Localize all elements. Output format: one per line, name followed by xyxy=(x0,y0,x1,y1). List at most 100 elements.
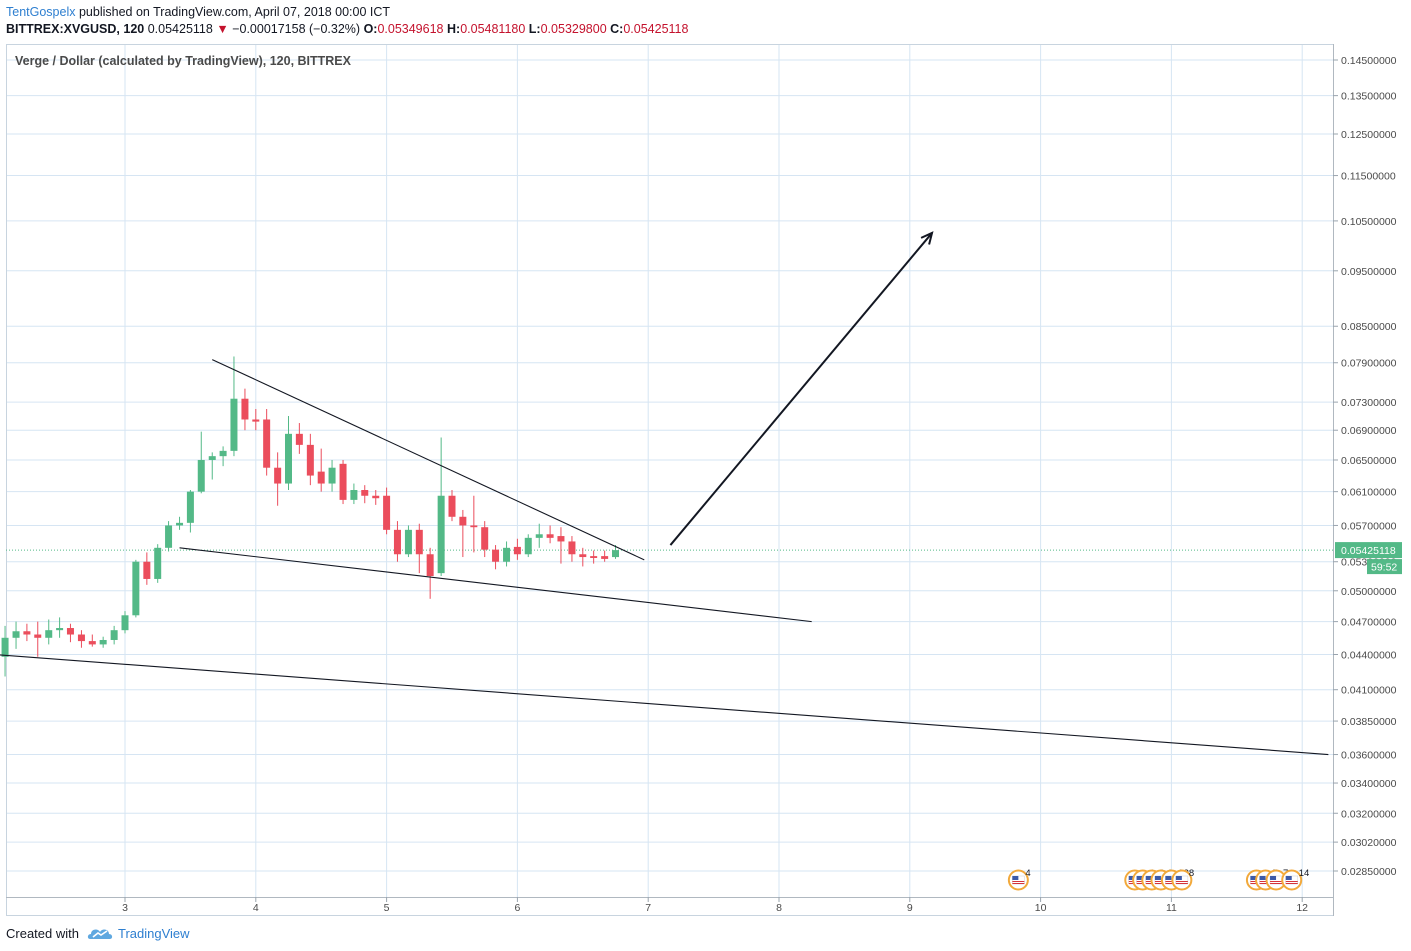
candle-up xyxy=(404,525,412,558)
candle-body xyxy=(513,546,521,555)
symbol-label[interactable]: BITTREX:XVGUSD, 120 xyxy=(6,22,145,36)
candle-body xyxy=(110,630,118,640)
candle-down xyxy=(252,408,260,431)
time-axis[interactable]: 3 4 5 6 7 8 9 10 11 12 xyxy=(122,897,1308,914)
y-tick-label: 0.03600000 xyxy=(1341,750,1397,762)
flag-canton xyxy=(1128,876,1135,880)
flag-canton xyxy=(1175,876,1182,880)
candle-down xyxy=(590,550,598,564)
x-tick-label: 6 xyxy=(514,902,520,914)
created-with-text: Created with xyxy=(6,926,79,941)
y-tick-label: 0.05000000 xyxy=(1341,586,1397,598)
x-tick-label: 10 xyxy=(1035,902,1047,914)
open-value: 0.05349618 xyxy=(377,22,444,36)
candle-body xyxy=(263,419,271,468)
open-label: O: xyxy=(363,22,378,36)
candle-body xyxy=(165,525,173,548)
x-tick-label: 11 xyxy=(1166,902,1177,914)
candle-body xyxy=(99,639,107,645)
candle-down xyxy=(383,487,391,535)
candle-body xyxy=(339,463,347,500)
candle-body xyxy=(524,537,532,555)
y-tick-label: 0.09500000 xyxy=(1341,266,1397,278)
candle-down xyxy=(601,550,609,562)
candle-body xyxy=(535,534,543,538)
candle-up xyxy=(285,415,292,491)
high-label: H: xyxy=(446,22,461,36)
candle-body xyxy=(295,433,303,445)
ohlc-line: BITTREX:XVGUSD, 120 0.05425118 ▼ −0.0001… xyxy=(6,22,688,36)
candle-down xyxy=(143,552,151,585)
candle-down xyxy=(23,623,31,642)
candle-body xyxy=(546,534,554,538)
candle-down xyxy=(306,433,314,486)
x-tick-label: 12 xyxy=(1296,902,1308,914)
candle-down xyxy=(546,525,554,544)
candle-up xyxy=(132,559,140,618)
candle-up xyxy=(176,516,184,530)
y-tick-label: 0.04400000 xyxy=(1341,650,1397,662)
candle-body xyxy=(66,628,74,635)
candle-body xyxy=(154,547,162,579)
last-price-tag xyxy=(1335,542,1402,559)
candle-up xyxy=(121,611,129,634)
author-link[interactable]: TentGospelx xyxy=(6,5,76,19)
candle-body xyxy=(492,549,500,562)
candle-up xyxy=(612,544,619,559)
change-value: −0.00017158 (−0.32%) xyxy=(232,22,361,36)
candle-body xyxy=(317,471,325,484)
high-value: 0.05481180 xyxy=(460,22,526,36)
flag-canton xyxy=(1154,876,1161,880)
candle-body xyxy=(328,467,336,484)
candle-down xyxy=(459,509,467,558)
candle-down xyxy=(448,490,456,522)
trendline xyxy=(0,654,1329,756)
candle-body xyxy=(404,529,412,555)
candle-body xyxy=(56,628,64,631)
y-tick-label: 0.04100000 xyxy=(1341,685,1397,697)
y-tick-label: 0.02850000 xyxy=(1341,866,1397,878)
close-label: C: xyxy=(610,22,624,36)
candle-down xyxy=(263,408,271,476)
flag-canton xyxy=(1165,876,1172,880)
candle-down xyxy=(339,459,347,505)
candle-up xyxy=(56,617,64,638)
y-tick-label: 0.12500000 xyxy=(1341,129,1397,141)
event-count-label: 8 xyxy=(1189,868,1194,879)
candle-body xyxy=(45,630,53,638)
candle-body xyxy=(579,554,587,558)
candle-body xyxy=(23,631,31,635)
candle-up xyxy=(437,437,445,577)
candle-down xyxy=(393,521,401,562)
candle-down xyxy=(568,536,576,562)
event-markers: 41822285714 xyxy=(1007,868,1309,891)
candle-body xyxy=(361,490,369,496)
tradingview-brand-link[interactable]: TradingView xyxy=(118,926,190,941)
y-tick-label: 0.10500000 xyxy=(1341,216,1397,228)
candle-down xyxy=(88,634,96,647)
y-tick-label: 0.14500000 xyxy=(1341,55,1397,67)
drawings xyxy=(0,231,1329,756)
candle-body xyxy=(186,491,194,523)
candle-up xyxy=(524,534,532,558)
down-arrow-icon: ▼ xyxy=(216,22,229,36)
candle-body xyxy=(503,547,511,562)
tradingview-logo-icon xyxy=(87,929,113,939)
candle-up xyxy=(99,636,107,648)
price-axis[interactable]: 0.14500000 0.13500000 0.12500000 0.11500000… xyxy=(1333,55,1397,878)
candle-down xyxy=(295,423,303,454)
candle-down xyxy=(557,527,565,564)
candle-down xyxy=(415,523,423,574)
flag-canton xyxy=(1136,876,1143,880)
y-tick-label: 0.07900000 xyxy=(1341,358,1397,370)
candle-down xyxy=(426,547,434,599)
candle-down xyxy=(317,448,325,492)
candle-down xyxy=(77,630,85,648)
candle-up xyxy=(503,541,511,567)
event-count-label: 4 xyxy=(1025,868,1030,879)
y-tick-label: 0.06500000 xyxy=(1341,455,1397,467)
trendline xyxy=(212,359,645,561)
candle-down xyxy=(481,521,489,558)
candle-up xyxy=(12,621,20,649)
